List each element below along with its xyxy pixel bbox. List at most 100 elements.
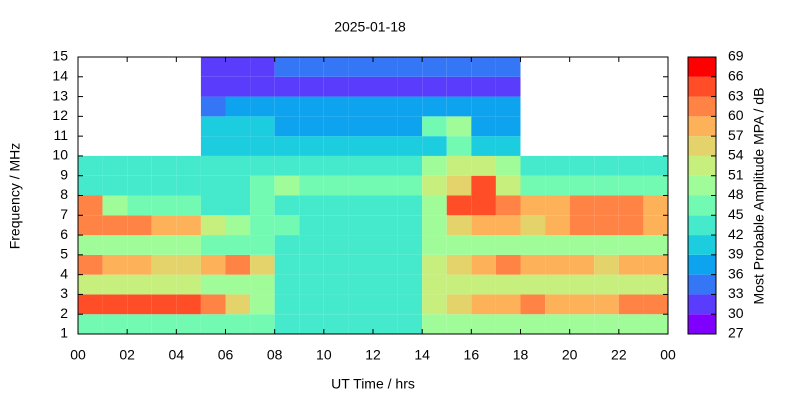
y-tick-label: 14 (52, 67, 68, 83)
heatmap-cell (422, 136, 447, 156)
heatmap-cell (618, 274, 644, 295)
heatmap-cell (618, 195, 644, 216)
heatmap-cell (299, 314, 324, 334)
heatmap-cell (495, 314, 521, 334)
heatmap-cell (299, 175, 324, 196)
heatmap-cell (495, 235, 521, 255)
heatmap-cell (397, 155, 423, 176)
heatmap-cell (274, 215, 300, 236)
heatmap-cell (397, 314, 423, 334)
y-axis-label: Frequency / MHz (7, 143, 23, 250)
heatmap-cell (274, 96, 300, 117)
colorbar-band (688, 215, 716, 236)
heatmap-cell (643, 175, 668, 196)
heatmap-cell (643, 314, 668, 334)
heatmap-cell (471, 294, 496, 315)
heatmap-cell (545, 175, 570, 196)
colorbar-band (688, 274, 716, 295)
heatmap-cell (225, 116, 251, 137)
heatmap-cell (373, 235, 398, 255)
heatmap-cell (78, 274, 103, 295)
y-tick-label: 6 (60, 226, 68, 242)
heatmap-cell (397, 254, 423, 275)
colorbar-tick-label: 57 (728, 127, 744, 143)
heatmap-cell (569, 175, 595, 196)
heatmap-cell (102, 274, 128, 295)
heatmap-cell (250, 57, 275, 77)
heatmap-cell (397, 195, 423, 216)
heatmap-cell (176, 215, 201, 236)
heatmap-cell (225, 195, 251, 216)
heatmap-cell (176, 195, 201, 216)
heatmap-cell (373, 136, 398, 156)
heatmap-cell (373, 274, 398, 295)
heatmap-cell (299, 57, 324, 77)
heatmap-cell (151, 235, 177, 255)
heatmap-cell (520, 254, 546, 275)
heatmap-cell (200, 235, 226, 255)
heatmap-cell (299, 294, 324, 315)
heatmap-cell (495, 116, 521, 137)
colorbar-tick-label: 66 (728, 67, 744, 83)
colorbar-band (688, 175, 716, 196)
x-tick-label: 06 (218, 347, 234, 363)
heatmap-cell (348, 294, 373, 315)
heatmap-cell (495, 254, 521, 275)
heatmap-cell (569, 254, 595, 275)
x-tick-label: 14 (414, 347, 430, 363)
heatmap-cell (397, 76, 423, 97)
heatmap-cell (594, 294, 619, 315)
x-tick-label: 04 (169, 347, 185, 363)
heatmap-cell (569, 195, 595, 216)
heatmap-cell (323, 155, 349, 176)
heatmap-cell (151, 155, 177, 176)
heatmap-cell (299, 136, 324, 156)
heatmap-cell (569, 215, 595, 236)
heatmap-cell (422, 274, 447, 295)
heatmap-cell (373, 175, 398, 196)
heatmap-cell (323, 136, 349, 156)
heatmap-cell (569, 294, 595, 315)
colorbar-band (688, 294, 716, 315)
heatmap-cell (200, 96, 226, 117)
y-tick-label: 11 (53, 127, 68, 143)
heatmap-cell (250, 254, 275, 275)
heatmap-cell (520, 175, 546, 196)
heatmap-cell (422, 215, 447, 236)
heatmap-cell (446, 76, 472, 97)
y-tick-label: 5 (60, 246, 68, 262)
heatmap-cell (225, 254, 251, 275)
heatmap-cell (225, 314, 251, 334)
heatmap-cell (225, 175, 251, 196)
heatmap-cell (373, 215, 398, 236)
heatmap-cell (250, 175, 275, 196)
heatmap-cell (373, 155, 398, 176)
heatmap-cell (373, 314, 398, 334)
heatmap-cell (594, 274, 619, 295)
x-axis-label: UT Time / hrs (331, 376, 415, 392)
heatmap-cell (200, 215, 226, 236)
heatmap-cell (471, 235, 496, 255)
heatmap-cell (323, 294, 349, 315)
colorbar-band (688, 96, 716, 117)
heatmap-cell (274, 195, 300, 216)
heatmap-cell (323, 195, 349, 216)
heatmap-cell (373, 254, 398, 275)
heatmap-cell (250, 294, 275, 315)
heatmap-cell (176, 294, 201, 315)
heatmap-cell (373, 195, 398, 216)
heatmap-cell (127, 254, 152, 275)
heatmap-cell (446, 274, 472, 295)
heatmap-cell (274, 116, 300, 137)
y-tick-label: 2 (60, 305, 68, 321)
heatmap-cell (569, 235, 595, 255)
heatmap-cell (520, 195, 546, 216)
heatmap-cell (299, 116, 324, 137)
heatmap-cell (102, 254, 128, 275)
colorbar-tick-label: 51 (728, 166, 744, 182)
colorbar-band (688, 57, 716, 77)
heatmap-cell (446, 175, 472, 196)
y-tick-label: 15 (52, 48, 68, 64)
heatmap-cell (274, 136, 300, 156)
